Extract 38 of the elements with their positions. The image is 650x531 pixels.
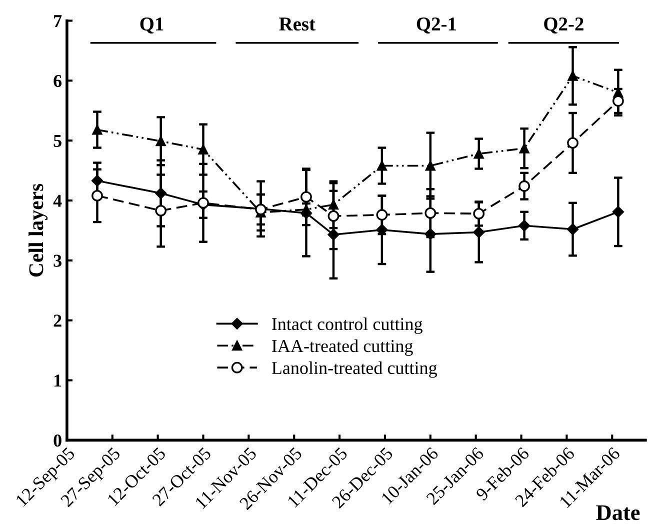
legend-label: Lanolin-treated cutting xyxy=(272,361,437,378)
annotation: Q1 xyxy=(140,18,164,34)
y-tick-label: 5 xyxy=(54,135,62,148)
y-tick-label: 3 xyxy=(54,254,62,267)
point xyxy=(376,160,387,171)
point xyxy=(425,160,436,171)
y-axis-title: Cell layers xyxy=(28,184,48,277)
point xyxy=(376,209,388,221)
point xyxy=(198,144,208,155)
point xyxy=(91,174,103,186)
legend-label: Intact control cutting xyxy=(272,317,422,334)
point xyxy=(301,204,312,214)
point xyxy=(474,148,484,159)
point xyxy=(424,207,436,219)
point xyxy=(567,224,579,235)
y-tick-label: 1 xyxy=(54,374,62,387)
point xyxy=(328,210,340,222)
annotation: Q2-1 xyxy=(416,18,456,34)
annotation: Rest xyxy=(279,18,316,31)
annotation: Q2-2 xyxy=(544,18,584,34)
y-tick-label: 4 xyxy=(53,194,62,207)
point xyxy=(568,70,578,81)
point xyxy=(156,136,166,146)
point xyxy=(518,180,530,192)
y-tick-label: 6 xyxy=(54,74,62,88)
y-tick-label: 0 xyxy=(54,434,62,447)
point xyxy=(328,200,338,210)
y-tick-label: 2 xyxy=(54,314,62,327)
point xyxy=(473,208,485,220)
point xyxy=(612,206,624,218)
point xyxy=(519,143,530,154)
point xyxy=(92,124,102,135)
point xyxy=(518,220,530,232)
y-tick-label: 7 xyxy=(54,15,62,27)
legend-label: IAA-treated cutting xyxy=(272,339,413,356)
point xyxy=(567,137,578,149)
point xyxy=(155,188,167,200)
point xyxy=(155,204,167,216)
